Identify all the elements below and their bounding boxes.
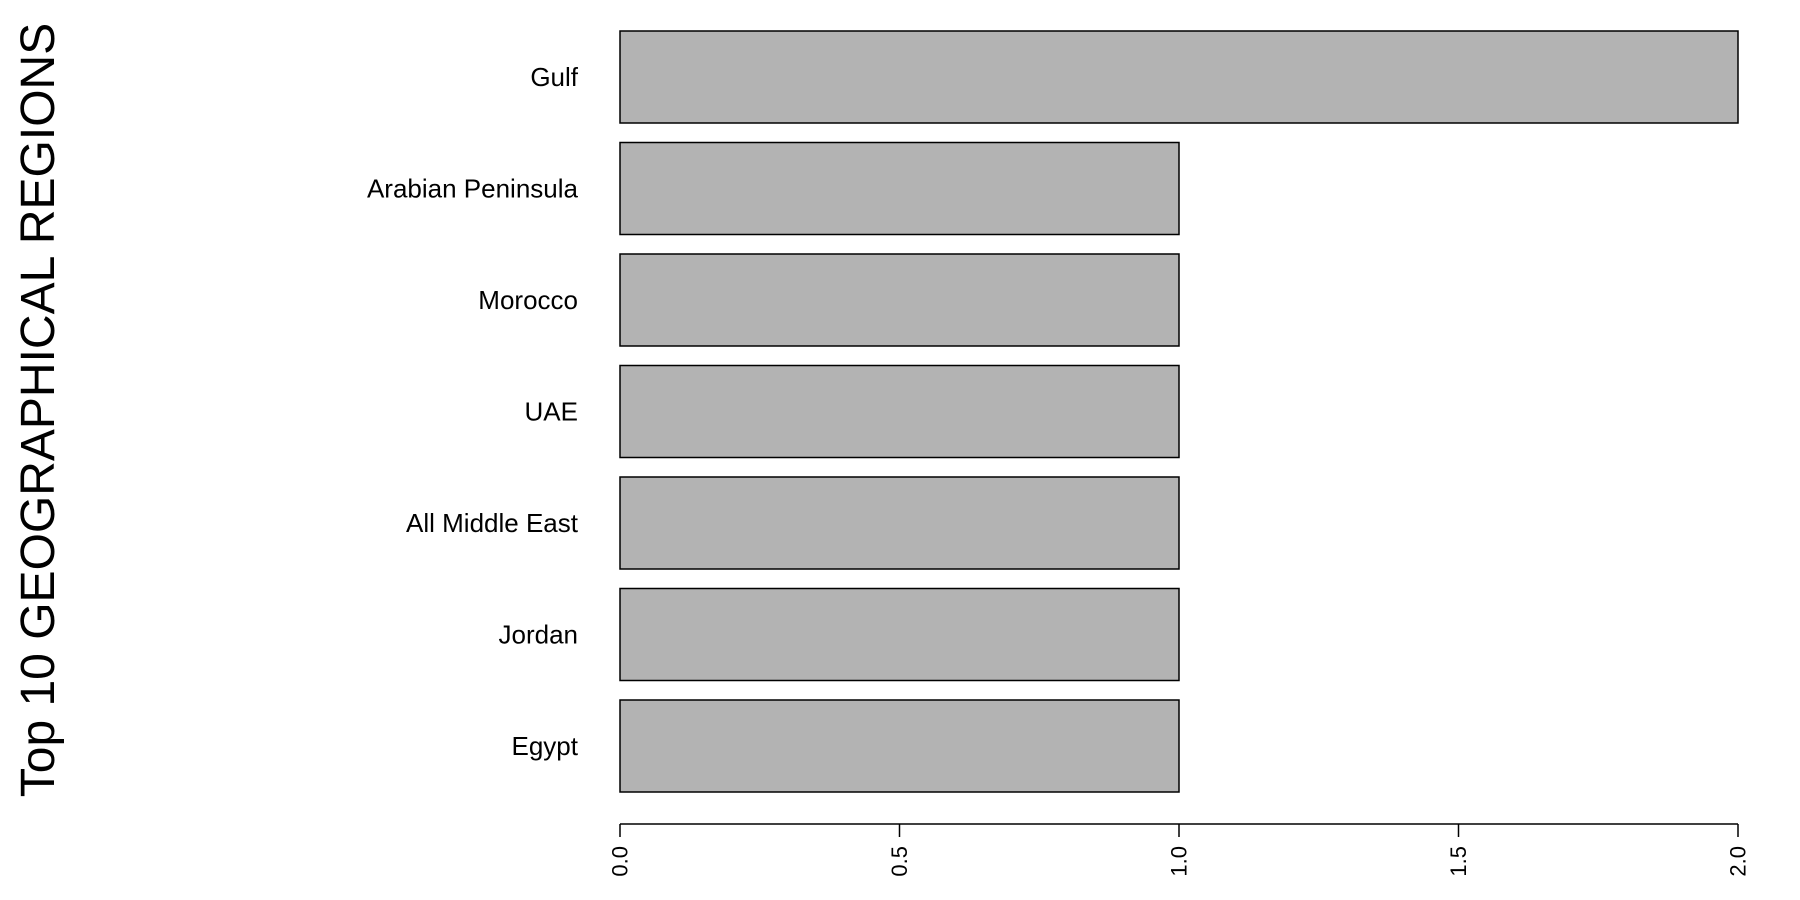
bar-jordan bbox=[619, 587, 1180, 682]
category-label-jordan: Jordan bbox=[499, 620, 579, 650]
y-axis-label: Top 10 GEOGRAPHICAL REGIONS bbox=[12, 23, 65, 797]
x-tick-label: 2.0 bbox=[1726, 846, 1751, 877]
category-label-morocco: Morocco bbox=[478, 285, 578, 315]
category-labels-group: Gulf Arabian Peninsula Morocco UAE All Middl… bbox=[367, 62, 579, 761]
x-tick-label: 1.0 bbox=[1167, 846, 1192, 877]
category-label-arabian-peninsula: Arabian Peninsula bbox=[367, 174, 579, 204]
x-tick-label: 0.5 bbox=[887, 846, 912, 877]
category-label-uae: UAE bbox=[525, 397, 578, 427]
bar-egypt bbox=[619, 699, 1180, 793]
x-tick-label: 0.0 bbox=[608, 846, 633, 877]
bar-all-middle-east bbox=[619, 476, 1180, 570]
bar-uae bbox=[619, 364, 1180, 459]
x-tick-label: 1.5 bbox=[1446, 846, 1471, 877]
category-label-gulf: Gulf bbox=[530, 62, 578, 92]
bars-group bbox=[619, 30, 1739, 793]
bar-morocco bbox=[619, 253, 1180, 347]
category-label-egypt: Egypt bbox=[512, 731, 579, 761]
category-label-all-middle-east: All Middle East bbox=[406, 508, 579, 538]
x-axis: 0.0 0.5 1.0 1.5 2.0 bbox=[608, 823, 1751, 877]
bar-gulf bbox=[619, 30, 1739, 124]
bar-arabian-peninsula bbox=[619, 141, 1180, 236]
